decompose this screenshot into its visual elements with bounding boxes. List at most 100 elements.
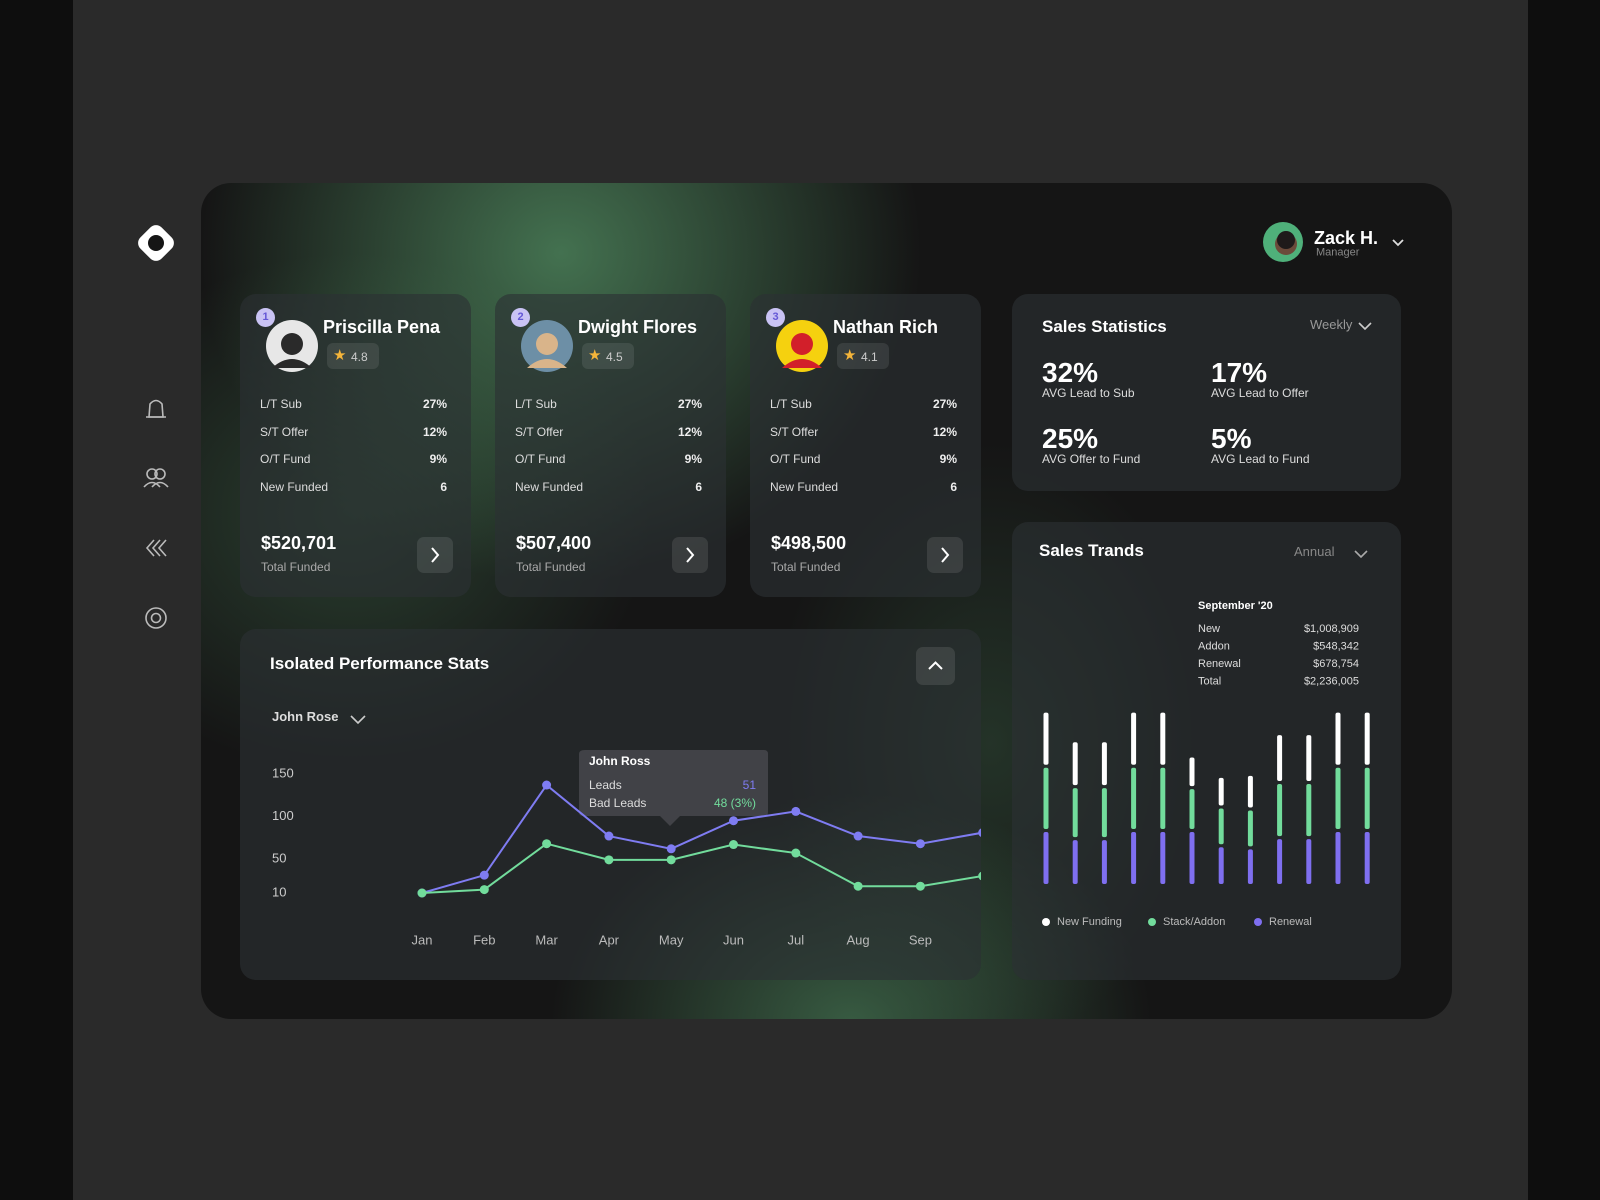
rating-value: 4.5 <box>606 349 623 364</box>
bar-segment <box>1043 712 1049 765</box>
data-point <box>853 881 863 891</box>
bar-segment <box>1131 712 1137 765</box>
dropdown-chevron[interactable] <box>1357 320 1373 332</box>
tooltip-label: New <box>1198 623 1220 635</box>
stat-value: 5% <box>1211 423 1252 455</box>
agent-avatar <box>521 320 573 372</box>
legend-swatch <box>1042 918 1050 926</box>
logo[interactable] <box>135 222 177 264</box>
stat-value: 9% <box>429 451 447 466</box>
right-edge <box>1528 0 1600 1200</box>
bar-segment <box>1101 788 1107 838</box>
rank-badge: 3 <box>766 308 785 327</box>
total-label: Total Funded <box>771 559 841 574</box>
period-dropdown[interactable]: Annual <box>1294 544 1335 560</box>
tooltip-value: 51 <box>743 778 757 792</box>
series-line <box>421 842 981 894</box>
stat-label: New Funded <box>515 479 584 494</box>
tooltip-title: September '20 <box>1198 600 1273 612</box>
user-role: Manager <box>1316 246 1360 259</box>
filter-dropdown[interactable]: John Rose <box>272 709 339 725</box>
data-point <box>729 816 738 826</box>
user-avatar[interactable] <box>1263 222 1303 262</box>
x-tick-label: Jul <box>787 932 804 947</box>
arrow-icon <box>431 547 440 563</box>
rating-pill <box>327 343 379 369</box>
bar-segment <box>1131 767 1137 829</box>
data-point <box>417 888 427 898</box>
bar-segment <box>1101 840 1107 884</box>
stat-label: AVG Lead to Offer <box>1211 385 1309 400</box>
period-dropdown[interactable]: Weekly <box>1310 317 1353 333</box>
dropdown-chevron[interactable] <box>349 713 367 725</box>
card-title: Isolated Performance Stats <box>270 653 490 673</box>
chevrons-icon[interactable] <box>145 539 167 557</box>
bar-segment <box>1072 788 1078 838</box>
stat-label: AVG Offer to Fund <box>1042 451 1141 466</box>
tooltip-label: Bad Leads <box>589 796 646 810</box>
data-point <box>479 885 489 895</box>
stat-label: New Funded <box>770 479 839 494</box>
x-tick-label: Apr <box>599 932 620 947</box>
stat-label: S/T Offer <box>260 424 309 439</box>
bar-segment <box>1247 775 1253 808</box>
data-point <box>729 840 738 850</box>
stat-value: 17% <box>1211 357 1268 389</box>
data-point <box>604 831 614 841</box>
bar-segment <box>1364 767 1370 829</box>
rating-pill <box>582 343 634 369</box>
tooltip-value: 48 (3%) <box>714 796 756 810</box>
user-name: Zack H. <box>1314 228 1379 249</box>
tooltip-value: $1,008,909 <box>1304 623 1359 635</box>
tooltip-label: Renewal <box>1198 658 1241 670</box>
users-icon[interactable] <box>143 468 169 488</box>
details-button[interactable] <box>417 537 453 573</box>
series-line <box>421 783 981 894</box>
bar-segment <box>1277 839 1283 884</box>
total-funded: $507,400 <box>516 533 592 554</box>
bar-segment <box>1043 767 1049 829</box>
tooltip-label: Addon <box>1198 640 1230 652</box>
x-tick-label: May <box>659 932 684 947</box>
bell-icon[interactable] <box>146 399 166 418</box>
collapse-button[interactable] <box>916 647 955 685</box>
stat-label: L/T Sub <box>260 396 302 411</box>
bar-segment <box>1306 735 1312 782</box>
dropdown-chevron[interactable] <box>1353 548 1369 560</box>
bar-segment <box>1101 742 1107 786</box>
tooltip-label: Total <box>1198 675 1221 687</box>
details-button[interactable] <box>927 537 963 573</box>
stat-label: AVG Lead to Sub <box>1042 385 1135 400</box>
data-point <box>915 881 925 891</box>
bar-segment <box>1247 810 1253 847</box>
bar-segment <box>1306 784 1312 837</box>
tooltip-title: John Ross <box>589 754 651 768</box>
tooltip-value: $548,342 <box>1313 640 1359 652</box>
stat-label: O/T Fund <box>515 451 566 466</box>
stat-value: 9% <box>684 451 702 466</box>
legend-label: Renewal <box>1269 916 1312 928</box>
agent-name: Priscilla Pena <box>323 317 441 338</box>
stat-label: New Funded <box>260 479 329 494</box>
rating-star: ★ <box>588 347 602 364</box>
card-title: Sales Trands <box>1039 540 1144 560</box>
x-tick-label: Jan <box>412 932 433 947</box>
stat-value: 12% <box>677 424 702 439</box>
legend-swatch <box>1254 918 1262 926</box>
rank-badge: 2 <box>511 308 530 327</box>
settings-icon[interactable] <box>145 607 167 629</box>
data-point <box>978 871 981 881</box>
rank-badge: 1 <box>256 308 275 327</box>
agent-name: Nathan Rich <box>833 317 939 338</box>
data-point <box>604 855 614 865</box>
user-menu-chevron[interactable] <box>1392 239 1404 247</box>
details-button[interactable] <box>672 537 708 573</box>
bar-segment <box>1218 808 1224 845</box>
x-tick-label: Mar <box>535 932 558 947</box>
agent-avatar <box>776 320 828 372</box>
arrow-icon <box>686 547 695 563</box>
sales-statistics-card <box>1012 294 1401 491</box>
legend-label: New Funding <box>1057 916 1122 928</box>
